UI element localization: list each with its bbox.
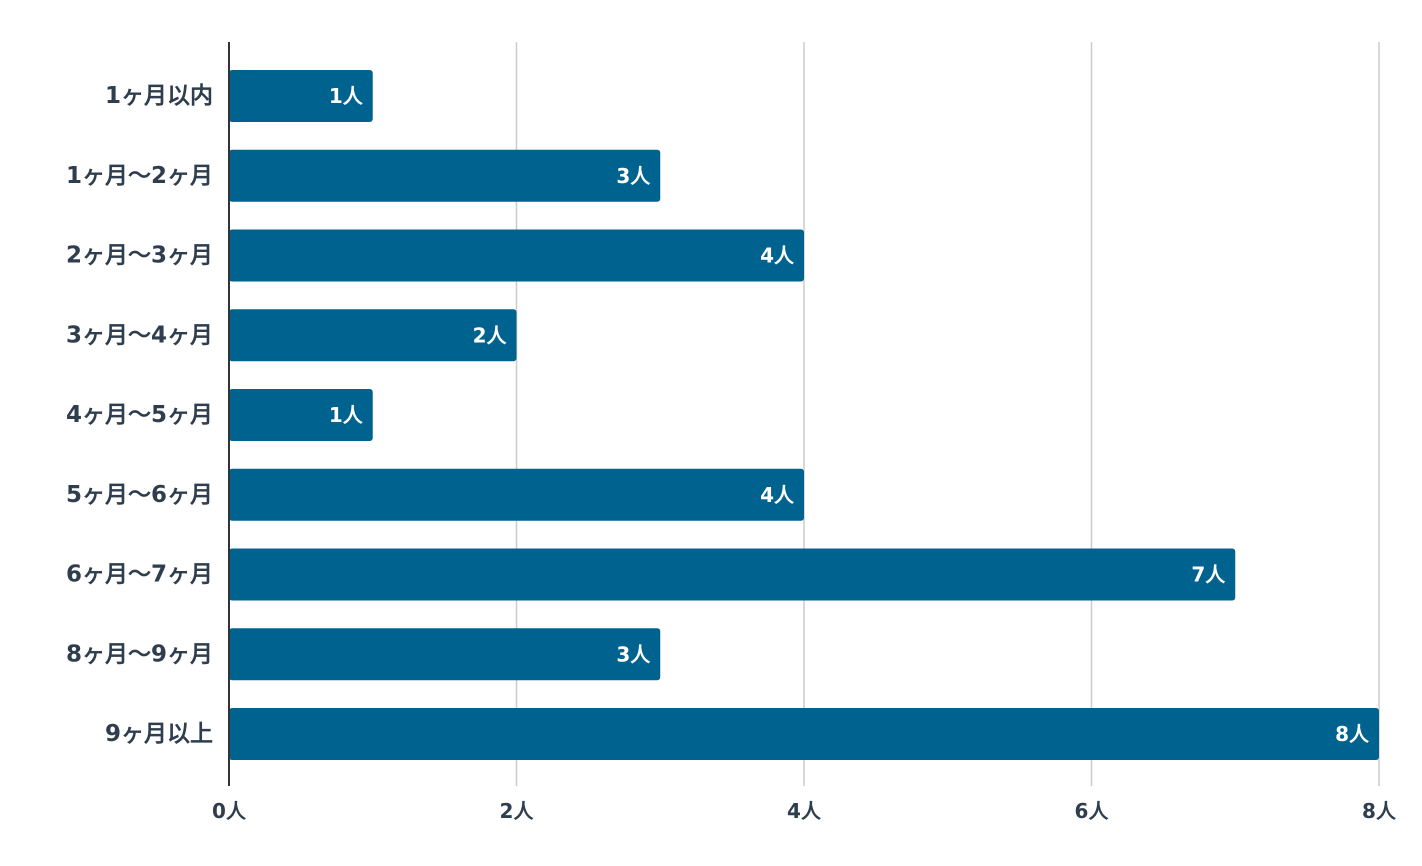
category-label: 3ヶ月〜4ヶ月: [66, 322, 213, 348]
bar-2: [229, 229, 804, 282]
category-label: 5ヶ月〜6ヶ月: [66, 482, 213, 508]
bar-8: [229, 708, 1379, 760]
data-label: 1人: [329, 84, 364, 108]
bar-0: [229, 70, 373, 122]
category-label: 1ヶ月〜2ヶ月: [66, 163, 213, 189]
data-label: 7人: [1191, 563, 1226, 587]
category-label: 8ヶ月〜9ヶ月: [66, 641, 213, 667]
category-label: 4ヶ月〜5ヶ月: [66, 402, 213, 428]
data-label: 2人: [473, 323, 508, 347]
bar-7: [229, 628, 661, 681]
bar-5: [229, 468, 804, 521]
data-label: 3人: [616, 164, 651, 188]
x-tick-label: 4人: [787, 799, 822, 823]
labels: 0人 2人 4人 6人 8人 1ヶ月以内 1人 1ヶ月〜2ヶ月 3人 2ヶ月〜3ヶ月 4人 3ヶ月〜4…: [66, 83, 1397, 823]
bars: [229, 70, 1379, 760]
category-label: 9ヶ月以上: [105, 721, 213, 747]
data-label: 8人: [1335, 722, 1370, 746]
data-label: 1人: [329, 403, 364, 427]
x-tick-label: 2人: [500, 799, 535, 823]
bar-6: [229, 548, 1236, 601]
category-label: 6ヶ月〜7ヶ月: [66, 562, 213, 588]
x-tick-label: 8人: [1362, 799, 1397, 823]
x-tick-label: 0人: [212, 799, 247, 823]
category-label: 2ヶ月〜3ヶ月: [66, 243, 213, 269]
bar-4: [229, 389, 373, 441]
bar-1: [229, 149, 661, 202]
category-label: 1ヶ月以内: [105, 83, 213, 109]
data-label: 3人: [616, 642, 651, 666]
x-tick-label: 6人: [1075, 799, 1110, 823]
data-label: 4人: [760, 244, 795, 268]
data-label: 4人: [760, 483, 795, 507]
bar-3: [229, 309, 517, 362]
